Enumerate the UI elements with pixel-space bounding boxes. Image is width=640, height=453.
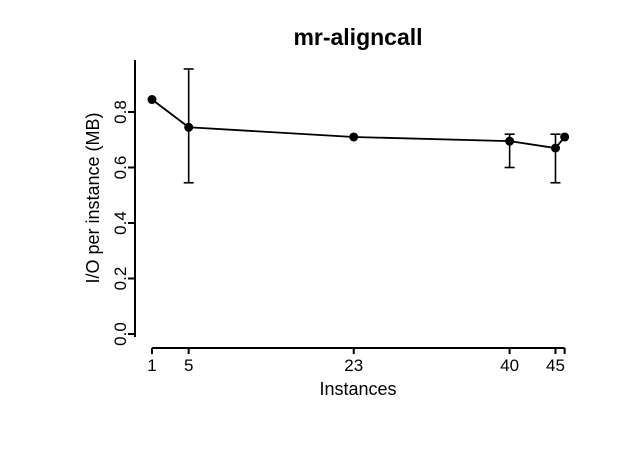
y-tick-label: 0.2 [111, 267, 130, 291]
data-point [550, 143, 560, 153]
y-tick-label: 0.4 [111, 211, 130, 235]
y-tick-label: 0.8 [111, 100, 130, 124]
y-tick-label: 0.0 [111, 322, 130, 346]
y-axis-label: I/O per instance (MB) [83, 112, 103, 283]
chart-title: mr-aligncall [293, 24, 422, 50]
x-tick-label: 23 [344, 356, 363, 375]
data-point [505, 136, 515, 146]
x-tick-label: 45 [546, 356, 565, 375]
axes: 0.0 0.2 0.4 0.6 0.8 1 5 23 40 45 [111, 60, 566, 375]
x-tick-label: 1 [147, 356, 156, 375]
data-point [560, 132, 570, 142]
x-axis-label: Instances [319, 379, 396, 399]
y-tick-label: 0.6 [111, 156, 130, 180]
data-point [184, 122, 194, 132]
data-point [147, 95, 157, 105]
x-tick-label: 40 [500, 356, 519, 375]
series-line [151, 98, 566, 149]
x-tick-label: 5 [184, 356, 193, 375]
data-series [147, 68, 570, 184]
data-point [349, 132, 359, 142]
